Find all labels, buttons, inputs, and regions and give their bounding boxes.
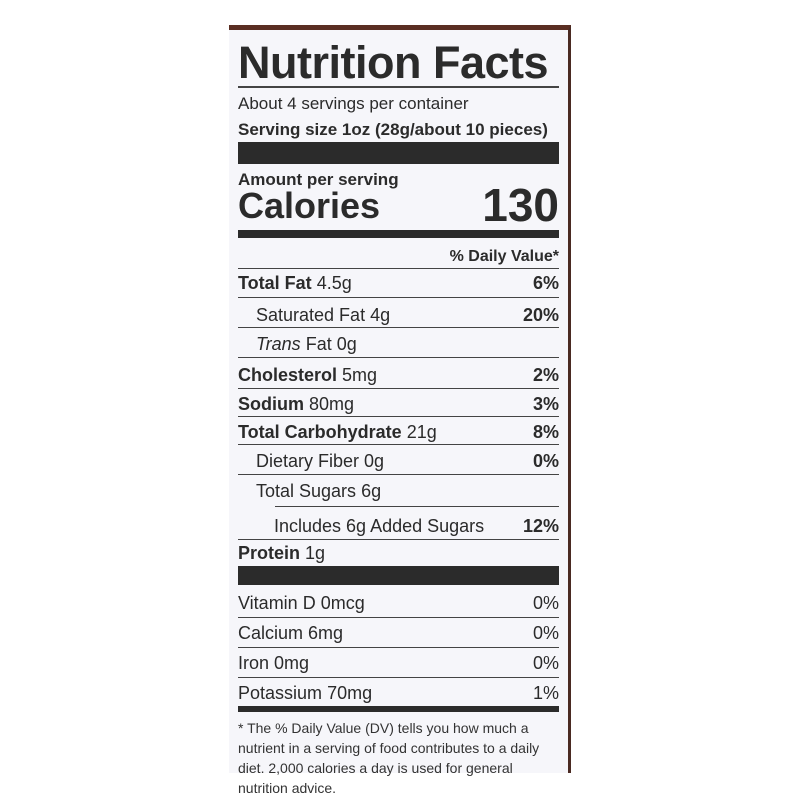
vitamin-row-iron: Iron 0mg 0% bbox=[238, 653, 559, 673]
nutrient-row-total-carbohydrate: Total Carbohydrate 21g 8% bbox=[238, 422, 559, 442]
nutrition-facts-panel: Nutrition Facts About 4 servings per con… bbox=[229, 25, 571, 796]
thick-divider bbox=[238, 142, 559, 164]
divider bbox=[238, 86, 559, 88]
calories-label: Calories bbox=[238, 185, 381, 226]
nutrient-row-cholesterol: Cholesterol 5mg 2% bbox=[238, 365, 559, 385]
servings-per-container: About 4 servings per container bbox=[238, 94, 469, 113]
medium-divider bbox=[238, 706, 559, 712]
vitamin-row-vitamin-d: Vitamin D 0mcg 0% bbox=[238, 593, 559, 613]
vitamin-row-calcium: Calcium 6mg 0% bbox=[238, 623, 559, 643]
calories-value: 130 bbox=[482, 179, 559, 231]
nutrient-row-trans-fat: Trans Fat 0g bbox=[256, 334, 357, 354]
nutrient-row-protein: Protein 1g bbox=[238, 543, 326, 563]
nutrient-row-added-sugars: Includes 6g Added Sugars 12% bbox=[274, 516, 559, 536]
nutrient-row-total-sugars: Total Sugars 6g bbox=[256, 481, 382, 501]
label-title: Nutrition Facts bbox=[238, 37, 549, 88]
amount-per-serving: Amount per serving bbox=[238, 170, 399, 189]
footnote: * The % Daily Value (DV) tells you how m… bbox=[238, 720, 540, 796]
nutrient-row-sodium: Sodium 80mg 3% bbox=[238, 394, 559, 414]
medium-divider bbox=[238, 230, 559, 238]
nutrient-row-total-fat: Total Fat 4.5g 6% bbox=[238, 273, 559, 293]
nutrient-row-saturated-fat: Saturated Fat 4g 20% bbox=[256, 305, 559, 325]
nutrient-row-dietary-fiber: Dietary Fiber 0g 0% bbox=[256, 451, 559, 471]
vitamin-row-potassium: Potassium 70mg 1% bbox=[238, 683, 559, 703]
thick-divider bbox=[238, 566, 559, 585]
serving-size: Serving size 1oz (28g/about 10 pieces) bbox=[238, 120, 548, 139]
daily-value-header: % Daily Value* bbox=[449, 248, 559, 265]
